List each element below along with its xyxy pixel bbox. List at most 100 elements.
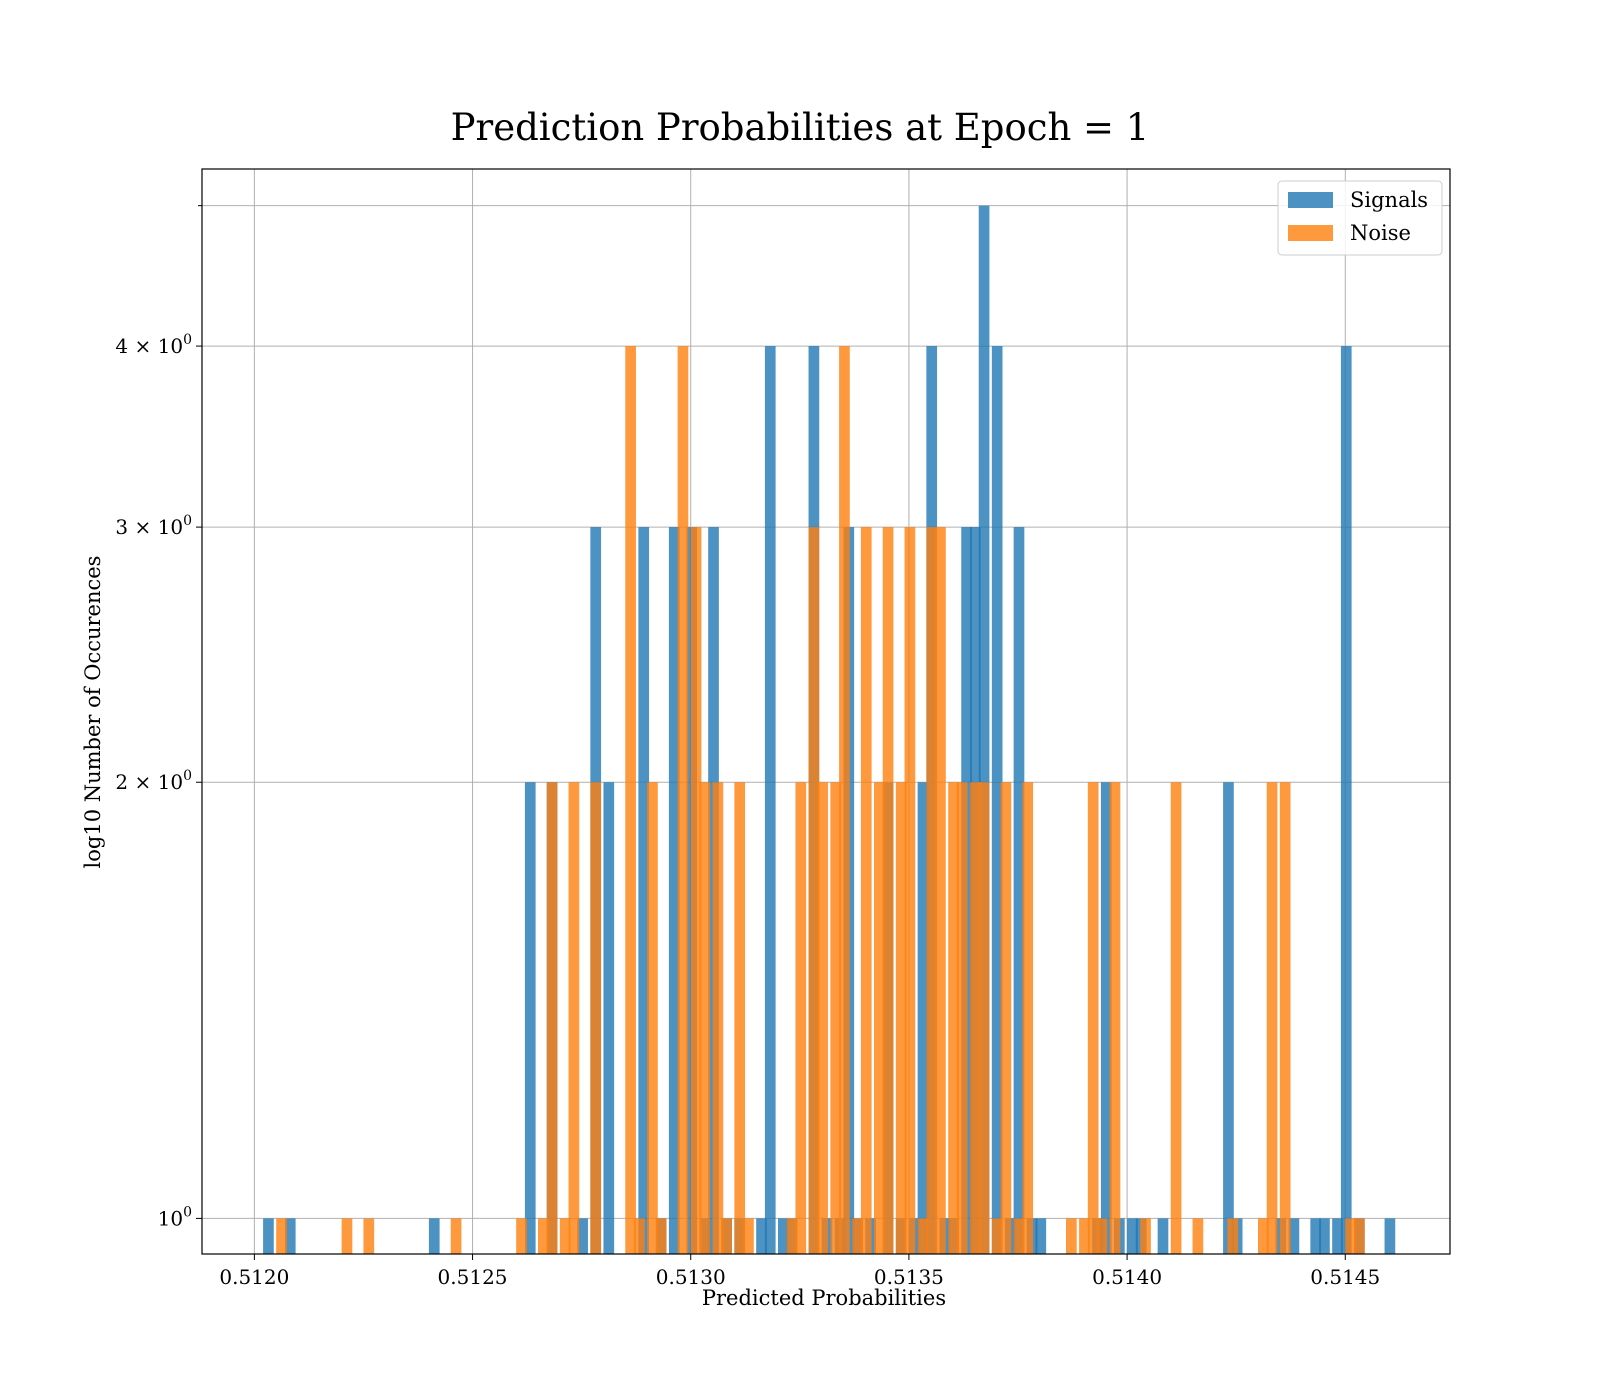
histogram-bar	[638, 527, 650, 1254]
histogram-bar	[341, 1218, 353, 1254]
histogram-bar	[1013, 527, 1025, 1254]
histogram-bar	[538, 1218, 549, 1254]
noise-series	[276, 346, 1365, 1254]
histogram-bar	[764, 346, 776, 1254]
histogram-bar	[634, 1218, 645, 1254]
histogram-bar	[1266, 782, 1278, 1254]
histogram-bar	[991, 1218, 1003, 1254]
chart-title: Prediction Probabilities at Epoch = 1	[451, 106, 1150, 149]
y-tick-label: 3 × 100	[115, 513, 192, 539]
histogram-bar	[1096, 1218, 1108, 1254]
histogram-bar	[647, 782, 658, 1254]
histogram-bar	[1157, 1218, 1169, 1254]
axes-frame	[201, 168, 1451, 1255]
histogram-bar	[284, 1218, 296, 1254]
histogram-bar	[1140, 1218, 1151, 1254]
histogram-bar	[559, 1218, 571, 1254]
histogram-bar	[590, 782, 602, 1254]
histogram-bar	[1079, 1218, 1090, 1254]
histogram-bar	[743, 1218, 754, 1254]
legend-label: Signals	[1350, 188, 1428, 212]
x-tick-label: 0.5140	[1092, 1265, 1162, 1289]
histogram-bar	[882, 527, 894, 1254]
histogram-bar	[956, 782, 968, 1254]
y-tick-label: 100	[158, 1204, 192, 1230]
histogram-bar	[895, 782, 907, 1254]
signals-series	[263, 205, 1396, 1255]
histogram-bar	[734, 782, 746, 1254]
histogram-bar	[756, 1218, 767, 1254]
legend: Signals Noise	[1277, 180, 1443, 256]
histogram-bar	[970, 782, 981, 1254]
histogram-bar	[1170, 782, 1182, 1254]
y-axis-label: log10 Number of Occurences	[81, 556, 105, 869]
x-tick-label: 0.5120	[219, 1265, 289, 1289]
histogram-bar	[860, 527, 872, 1254]
histogram-bar	[917, 1218, 929, 1254]
histogram-bar	[699, 782, 711, 1254]
histogram-bar	[1288, 1218, 1300, 1254]
histogram-bar	[917, 782, 929, 1254]
x-tick-label: 0.5135	[874, 1265, 944, 1289]
histogram-bar	[852, 1218, 863, 1254]
histogram-bar	[817, 782, 828, 1254]
histogram-bar	[1258, 1218, 1269, 1254]
legend-swatch	[1288, 192, 1333, 208]
histogram-bar	[1223, 782, 1234, 1254]
histogram-bar	[1100, 782, 1112, 1254]
histogram-bar	[1310, 1218, 1322, 1254]
histogram-bar	[677, 346, 689, 1254]
histogram-bar	[568, 782, 580, 1254]
histogram-bar	[363, 1218, 375, 1254]
histogram-bar	[577, 1218, 588, 1254]
histogram-bar	[1332, 1218, 1343, 1254]
histogram-bar	[786, 1218, 798, 1254]
histogram-bar	[516, 1218, 527, 1254]
histogram-bar	[830, 782, 842, 1254]
histogram-bar	[808, 527, 820, 1254]
histogram-bar	[625, 346, 636, 1254]
histogram-bar	[1109, 782, 1121, 1254]
x-axis-label: Predicted Probabilities	[702, 1286, 946, 1310]
histogram-bar	[1279, 782, 1291, 1254]
histogram-bar	[655, 1218, 667, 1254]
histogram-bar	[1022, 782, 1034, 1254]
histogram-bar	[1319, 1218, 1330, 1254]
histogram-bar	[1227, 1218, 1239, 1254]
histogram-bar	[263, 1218, 274, 1254]
legend-swatch	[1288, 225, 1333, 241]
x-tick-label: 0.5130	[656, 1265, 726, 1289]
histogram-bar	[721, 1218, 732, 1254]
plot-area: 0.5120 0.5125 0.5130 0.5135 0.5140 0.5145 100 2…	[115, 168, 1451, 1289]
histogram-bar	[978, 205, 990, 1255]
histogram-bar	[991, 346, 1003, 1254]
y-tick-label: 2 × 100	[115, 768, 192, 794]
x-tick-label: 0.5145	[1310, 1265, 1380, 1289]
histogram-bar	[1087, 782, 1099, 1254]
histogram-bar	[1345, 1218, 1356, 1254]
legend-label: Noise	[1350, 221, 1411, 245]
histogram-bar	[1340, 346, 1352, 1254]
histogram-bar	[450, 1218, 462, 1254]
histogram-bar	[1384, 1218, 1396, 1254]
histogram-bar	[546, 782, 558, 1254]
histogram-bar	[1192, 1218, 1204, 1254]
histogram-bar	[712, 782, 724, 1254]
histogram-bar	[690, 527, 702, 1254]
histogram-bar	[1035, 1218, 1047, 1254]
histogram-bar	[926, 527, 938, 1254]
histogram-bar	[874, 782, 885, 1254]
histogram-bar	[428, 1218, 440, 1254]
histogram-bar	[948, 782, 959, 1254]
histogram-bar	[904, 527, 916, 1254]
x-tick-label: 0.5125	[438, 1265, 508, 1289]
histogram-bar	[1066, 1218, 1077, 1254]
histogram-bar	[839, 346, 850, 1254]
histogram-bar	[778, 1218, 789, 1254]
histogram-bar	[1000, 782, 1012, 1254]
histogram-bar	[524, 782, 536, 1254]
y-tick-label: 4 × 100	[115, 332, 192, 358]
histogram-bar	[1013, 1218, 1025, 1254]
histogram-bar	[978, 782, 990, 1254]
